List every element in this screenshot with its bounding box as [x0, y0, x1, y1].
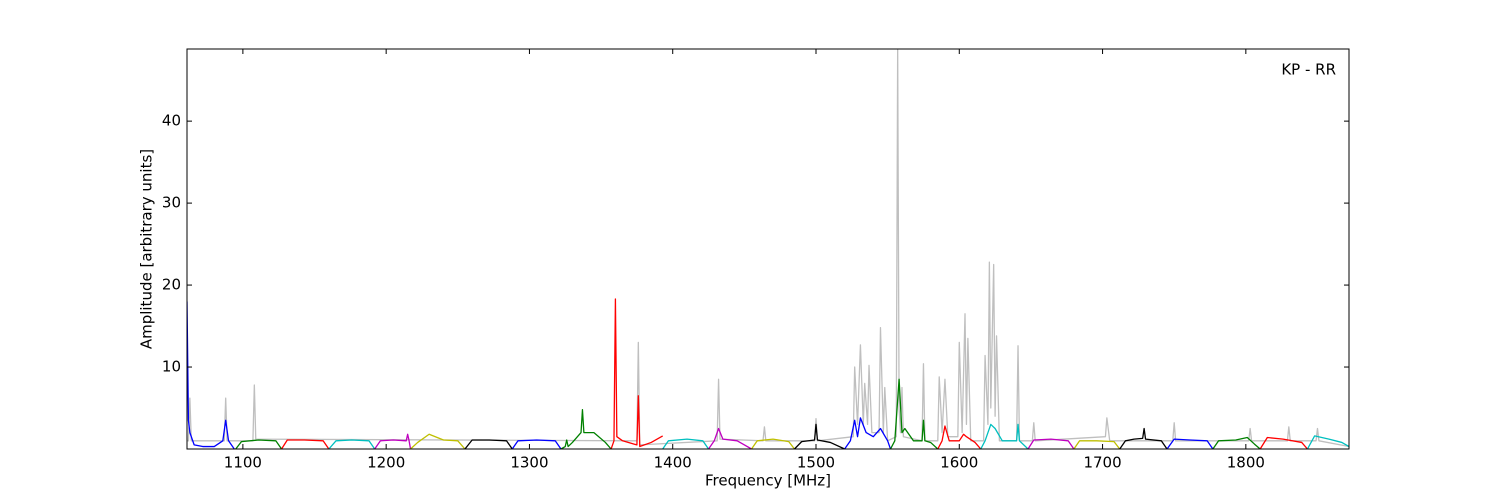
spectrum-line — [750, 438, 796, 449]
spectrum-line — [235, 439, 283, 449]
spectrum-line — [1212, 436, 1261, 449]
y-tick-label: 40 — [162, 112, 181, 130]
annotation: KP - RR — [1281, 61, 1336, 79]
x-tick-label: 1700 — [1083, 454, 1121, 472]
spectrum-line — [1073, 440, 1121, 449]
spectrum-line — [464, 439, 513, 449]
spectrum-line — [281, 439, 330, 449]
spectrum-line — [662, 438, 710, 449]
plot-area — [187, 49, 1349, 449]
spectrum-line — [889, 378, 939, 449]
spectrum-line — [708, 427, 752, 449]
spectrum-line — [794, 423, 845, 449]
x-tick-label: 1200 — [367, 454, 405, 472]
spectrum-line — [1259, 436, 1308, 449]
x-tick-label: 1600 — [940, 454, 978, 472]
x-tick-label: 1400 — [654, 454, 692, 472]
x-tick-label: 1800 — [1227, 454, 1265, 472]
x-tick-label: 1300 — [510, 454, 548, 472]
spectrum-line — [1119, 427, 1168, 449]
y-tick-label: 20 — [162, 276, 181, 294]
spectrum-line — [511, 439, 562, 449]
spectrum-line — [328, 439, 376, 449]
x-axis-label: Frequency [MHz] — [705, 472, 831, 490]
plot-frame — [186, 48, 1350, 450]
spectrum-line — [187, 301, 235, 449]
spectrum-line — [187, 49, 1349, 448]
spectrum-line — [374, 433, 412, 449]
spectrum-line — [610, 298, 664, 449]
x-tick-label: 1100 — [224, 454, 262, 472]
y-axis-label: Amplitude [arbitrary units] — [138, 149, 156, 349]
spectrum-line — [1027, 438, 1075, 449]
y-tick-label: 30 — [162, 194, 181, 212]
spectrum-line — [980, 423, 1029, 449]
spectrum-line — [844, 417, 892, 449]
spectrum-line — [1306, 435, 1349, 449]
spectrum-line — [410, 433, 466, 449]
y-tick-label: 10 — [162, 358, 181, 376]
x-tick-label: 1500 — [797, 454, 835, 472]
spectrum-line — [937, 425, 982, 449]
spectrum-line — [1166, 438, 1214, 449]
spectrum-line — [560, 409, 612, 449]
